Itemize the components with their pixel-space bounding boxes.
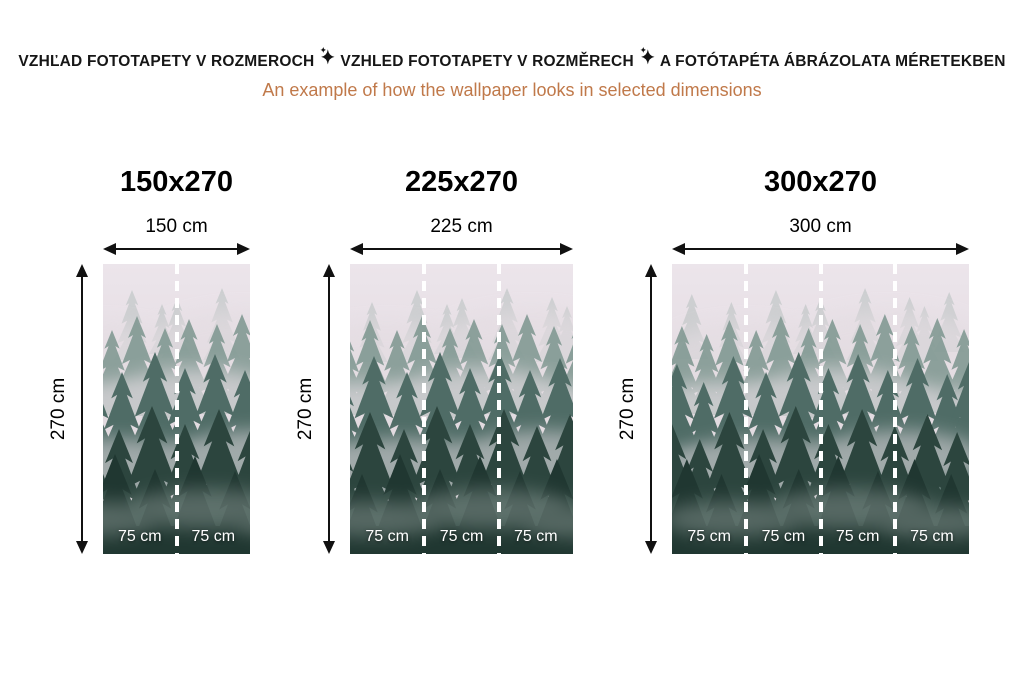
- arrow-shaft: [81, 269, 83, 549]
- strip-divider-dashed-line: [422, 264, 427, 554]
- strip-divider-dashed-line: [818, 264, 823, 554]
- width-arrow: [350, 242, 573, 256]
- sparkle-icon: [320, 46, 335, 65]
- panel-title: 150x270: [120, 166, 233, 198]
- strip-divider-dashed-line: [744, 264, 749, 554]
- arrow-shaft: [108, 248, 245, 250]
- width-dimension-label: 300 cm: [789, 216, 852, 237]
- arrow-down-head-icon: [323, 541, 335, 554]
- strip-divider-dashed-line: [174, 264, 179, 554]
- strip-width-label: 75 cm: [910, 528, 954, 545]
- multilingual-header: VZHĽAD FOTOTAPETY V ROZMEROCH VZHLED FOTO…: [0, 46, 1024, 72]
- arrow-shaft: [355, 248, 568, 250]
- wallpaper-photo: 75 cm 75 cm 75 cm: [350, 264, 573, 554]
- width-dimension-label: 150 cm: [145, 216, 208, 237]
- arrow-down-head-icon: [645, 541, 657, 554]
- strip-width-label: 75 cm: [439, 528, 484, 545]
- strip-width-label: 75 cm: [514, 528, 558, 545]
- height-arrow: [75, 264, 89, 554]
- panel-title: 225x270: [405, 166, 518, 198]
- strip-width-label: 75 cm: [117, 528, 162, 545]
- arrow-right-head-icon: [956, 243, 969, 255]
- strip-width-label: 75 cm: [835, 528, 880, 545]
- height-dimension-label: 270 cm: [295, 377, 316, 441]
- sparkle-icon: [640, 46, 655, 65]
- dimension-panel-225x270: 225x270 225 cm 270 cm 75 cm 75 cm 75 cm: [288, 165, 573, 570]
- arrow-down-head-icon: [76, 541, 88, 554]
- height-dimension-label: 270 cm: [48, 377, 69, 441]
- foggy-forest-image: [350, 264, 573, 554]
- width-arrow: [672, 242, 969, 256]
- height-arrow: [644, 264, 658, 554]
- header-part-sk: VZHĽAD FOTOTAPETY V ROZMEROCH: [18, 53, 315, 71]
- arrow-right-head-icon: [237, 243, 250, 255]
- panel-title: 300x270: [764, 166, 877, 198]
- dimension-panel-150x270: 150x270 150 cm 270 cm 75 cm 75 cm: [41, 165, 250, 570]
- dimension-panel-300x270: 300x270 300 cm 270 cm 75 cm 75 cm 75 cm …: [610, 165, 969, 570]
- header-part-hu: A FOTÓTAPÉTA ÁBRÁZOLATA MÉRETEKBEN: [659, 53, 1006, 71]
- strip-width-label: 75 cm: [687, 528, 731, 545]
- wallpaper-photo: 75 cm 75 cm: [103, 264, 250, 554]
- strip-divider-dashed-line: [892, 264, 897, 554]
- arrow-shaft: [677, 248, 964, 250]
- arrow-right-head-icon: [560, 243, 573, 255]
- height-arrow: [322, 264, 336, 554]
- strip-width-label: 75 cm: [191, 528, 236, 545]
- width-arrow: [103, 242, 250, 256]
- wallpaper-photo: 75 cm 75 cm 75 cm 75 cm: [672, 264, 969, 554]
- arrow-shaft: [650, 269, 652, 549]
- subtitle: An example of how the wallpaper looks in…: [262, 80, 762, 100]
- strip-width-label: 75 cm: [761, 528, 806, 545]
- strip-width-label: 75 cm: [365, 528, 409, 545]
- strip-divider-dashed-line: [496, 264, 501, 554]
- header-part-cz: VZHLED FOTOTAPETY V ROZMĚRECH: [340, 53, 634, 71]
- height-dimension-label: 270 cm: [617, 377, 638, 441]
- arrow-shaft: [328, 269, 330, 549]
- width-dimension-label: 225 cm: [430, 216, 493, 237]
